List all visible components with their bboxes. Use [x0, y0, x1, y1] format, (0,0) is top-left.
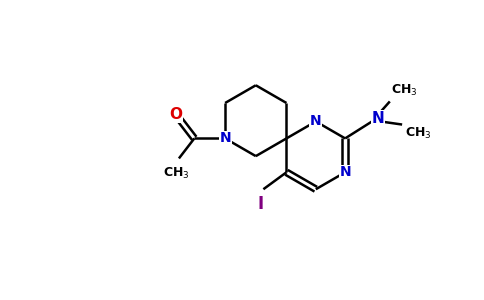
Text: N: N [372, 111, 385, 126]
Text: N: N [339, 165, 351, 179]
Text: CH$_3$: CH$_3$ [405, 126, 432, 141]
Text: N: N [310, 115, 322, 128]
Text: I: I [257, 195, 263, 213]
Text: CH$_3$: CH$_3$ [392, 83, 418, 98]
Text: O: O [169, 107, 182, 122]
Text: N: N [219, 131, 231, 146]
Text: CH$_3$: CH$_3$ [163, 166, 189, 181]
